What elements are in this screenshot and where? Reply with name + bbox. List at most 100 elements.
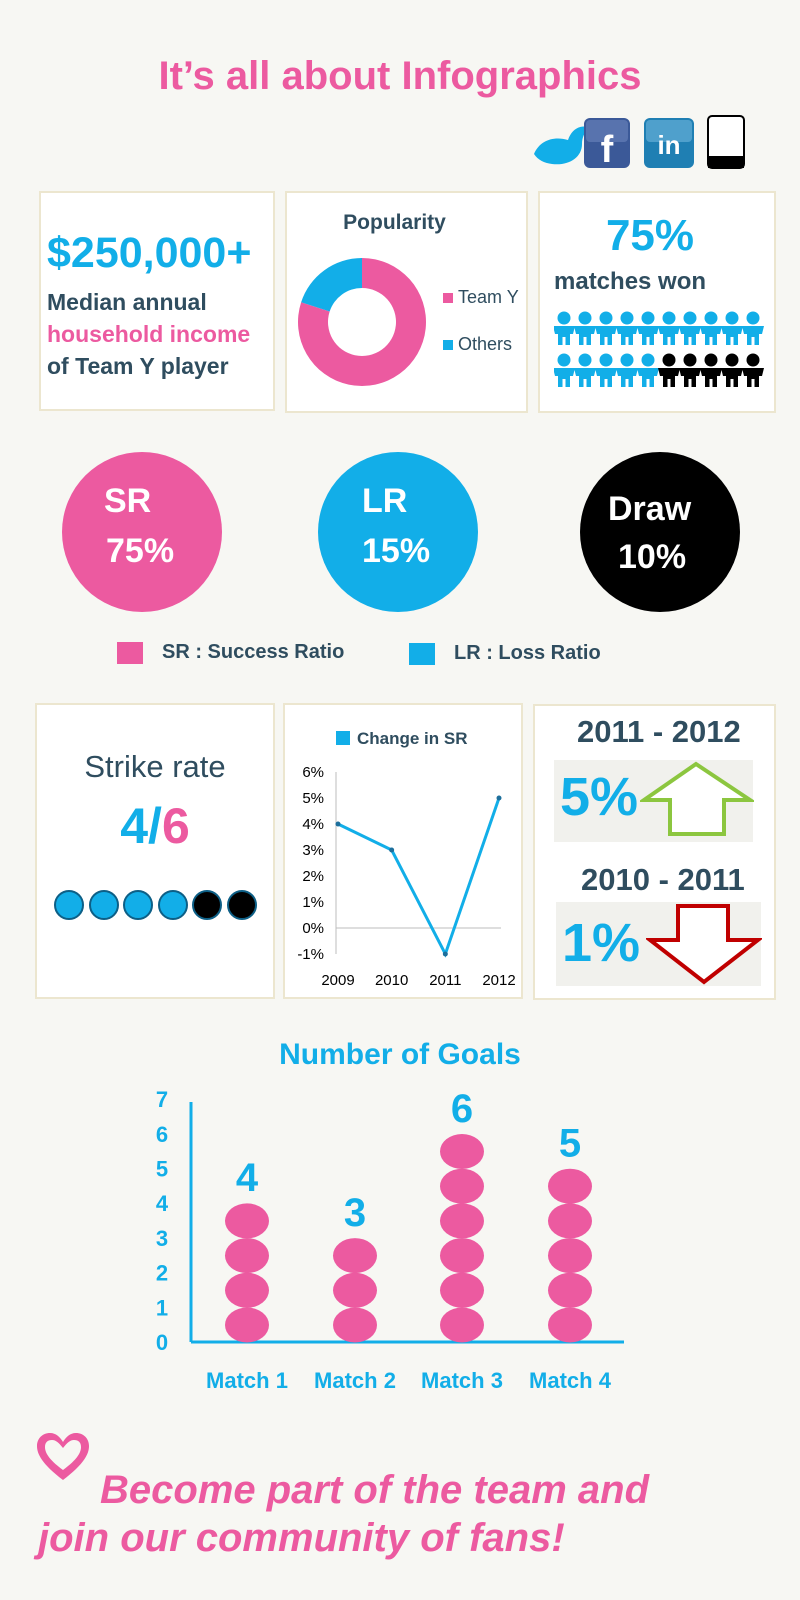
person-icon xyxy=(742,353,764,387)
goals-data-label: 3 xyxy=(344,1191,366,1235)
person-icon xyxy=(574,353,596,387)
goal-ball xyxy=(548,1272,592,1308)
goal-ball xyxy=(440,1134,484,1169)
goal-ball xyxy=(440,1272,484,1308)
line-ytick-label: 5% xyxy=(302,790,324,807)
goal-ball xyxy=(548,1203,592,1239)
goals-xtick-label: Match 3 xyxy=(421,1368,503,1393)
person-icon xyxy=(721,311,743,345)
line-ytick-label: -1% xyxy=(297,946,324,963)
goal-ball xyxy=(225,1307,269,1343)
goals-ytick-label: 6 xyxy=(156,1122,168,1147)
matches-label: matches won xyxy=(554,268,707,295)
donut-slice-team-y xyxy=(298,258,426,386)
footer-line1: Become part of the team and xyxy=(100,1468,650,1512)
lr-label: LR xyxy=(362,482,408,520)
strike-panel: Strike rate 4/6 xyxy=(35,703,275,999)
linkedin-icon[interactable]: in xyxy=(644,118,694,168)
goals-ytick-label: 0 xyxy=(156,1330,168,1355)
line-point xyxy=(442,951,448,957)
social-icons: f in xyxy=(534,115,745,171)
goals-bar xyxy=(548,1168,592,1343)
line-legend-swatch xyxy=(336,731,350,745)
heart-icon xyxy=(37,1433,89,1480)
strike-dot-empty xyxy=(192,890,222,920)
tablet-icon[interactable] xyxy=(707,115,745,169)
line-ytick-label: 3% xyxy=(302,842,324,859)
goals-xtick-label: Match 2 xyxy=(314,1368,396,1393)
income-amount: $250,000+ xyxy=(47,229,252,277)
facebook-icon[interactable]: f xyxy=(584,118,630,171)
line-ytick-label: 6% xyxy=(302,764,324,781)
goals-bar xyxy=(440,1134,484,1343)
goal-ball xyxy=(548,1307,592,1343)
goal-ball xyxy=(333,1238,377,1274)
person-icon xyxy=(658,353,680,387)
person-icon xyxy=(574,311,596,345)
goal-ball xyxy=(440,1307,484,1343)
lr-key-label: LR : Loss Ratio xyxy=(454,642,601,664)
goal-ball xyxy=(440,1203,484,1239)
legend-swatch-blue xyxy=(443,340,453,351)
goal-ball xyxy=(225,1203,269,1239)
line-xtick-label: 2012 xyxy=(482,972,515,989)
income-line1: Median annual xyxy=(47,289,207,315)
footer-cta: Become part of the team and join our com… xyxy=(38,1466,649,1562)
sr-line-panel: Change in SR -1% 0% 1% 2% 3% 4% 5% 6% 2009 2010 2… xyxy=(283,703,523,999)
draw-value: 10% xyxy=(618,538,687,576)
person-icon xyxy=(616,311,638,345)
line-xtick-label: 2011 xyxy=(429,972,461,989)
lr-circle: LR 15% xyxy=(318,452,478,612)
goals-chart: Number of Goals 0 1 2 3 4 5 6 7 4 3 6 5 Match 1 Mat… xyxy=(156,1038,624,1393)
strike-value: 4/6 xyxy=(120,798,190,854)
income-line3: of Team Y player xyxy=(47,353,229,379)
person-icon xyxy=(721,353,743,387)
svg-text:f: f xyxy=(601,129,614,171)
sr-line-chart: Change in SR -1% 0% 1% 2% 3% 4% 5% 6% 2009 2010 2… xyxy=(297,729,515,989)
line-ytick-label: 4% xyxy=(302,816,324,833)
down-arrow-icon xyxy=(646,904,762,985)
goals-bar xyxy=(225,1203,269,1343)
sr-key-swatch xyxy=(117,642,143,664)
popularity-donut xyxy=(298,258,426,386)
trend-box-2: 1% xyxy=(556,902,762,986)
person-icon xyxy=(700,353,722,387)
line-point xyxy=(389,847,395,853)
legend-others: Others xyxy=(443,334,512,355)
income-line2: household income xyxy=(47,321,251,347)
goal-ball xyxy=(333,1272,377,1308)
strike-dot-filled xyxy=(157,890,188,920)
trend-panel: 2011 - 2012 5% 2010 - 2011 1% xyxy=(533,704,776,1000)
trend-period-2: 2010 - 2011 xyxy=(581,862,745,897)
legend-team-y: Team Y xyxy=(443,287,519,308)
lr-key-swatch xyxy=(409,643,435,665)
matches-percent: 75% xyxy=(605,211,695,260)
person-icon xyxy=(679,353,701,387)
person-icon xyxy=(616,353,638,387)
line-ytick-label: 2% xyxy=(302,868,324,885)
popularity-panel: Popularity Team Y Others xyxy=(285,191,528,413)
person-icon xyxy=(637,311,659,345)
person-icon xyxy=(554,353,575,387)
goals-data-label: 6 xyxy=(451,1087,473,1131)
sr-key-label: SR : Success Ratio xyxy=(162,641,345,663)
line-series-sr xyxy=(337,797,501,958)
income-panel: $250,000+ Median annual household income… xyxy=(39,191,275,411)
goals-ytick-label: 3 xyxy=(156,1226,168,1251)
person-icon xyxy=(679,311,701,345)
goals-xtick-label: Match 4 xyxy=(529,1368,612,1393)
strike-dot-empty xyxy=(226,890,257,920)
goals-title: Number of Goals xyxy=(279,1038,521,1071)
trend-box-1: 5% xyxy=(554,760,754,842)
donut-slice-others xyxy=(301,258,362,312)
goal-ball xyxy=(548,1238,592,1274)
line-ytick-label: 0% xyxy=(302,920,324,937)
trend-value-2: 1% xyxy=(562,913,641,973)
goals-ytick-label: 1 xyxy=(156,1295,168,1320)
strike-dot-filled xyxy=(54,890,84,920)
person-icon xyxy=(595,311,617,345)
goal-ball xyxy=(440,1168,484,1204)
matches-panel: 75% matches won xyxy=(538,191,776,413)
goals-ytick-label: 4 xyxy=(156,1191,169,1216)
goal-ball xyxy=(548,1168,592,1204)
